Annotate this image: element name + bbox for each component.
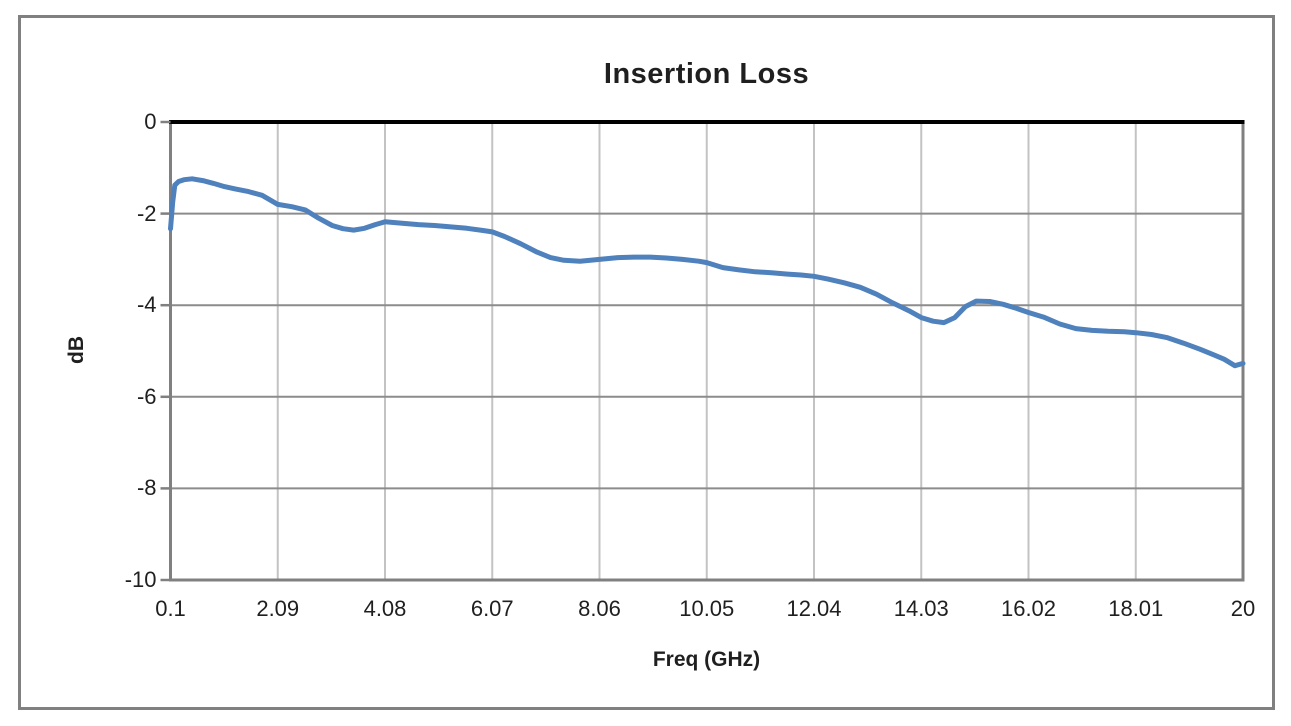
x-tick-label: 10.05 — [679, 596, 735, 621]
x-axis-title: Freq (GHz) — [652, 648, 761, 671]
figure-border — [18, 15, 1275, 710]
y-tick-label: -4 — [136, 292, 157, 318]
x-tick-label: 8.06 — [578, 596, 621, 621]
y-tick-label: -6 — [136, 383, 157, 409]
insertion-loss-line — [168, 176, 1246, 369]
chart-title: Insertion Loss — [603, 58, 810, 90]
x-tick-label: 0.1 — [155, 596, 186, 621]
x-tick-label: 6.07 — [470, 596, 514, 621]
x-tick-label: 14.03 — [893, 596, 949, 621]
x-tick-label: 12.04 — [786, 596, 842, 621]
y-tick-label: -2 — [136, 200, 157, 226]
y-axis-title: dB — [65, 336, 88, 364]
x-tick-label: 2.09 — [256, 596, 300, 621]
x-tick-label: 20 — [1230, 596, 1256, 621]
x-tick-label: 4.08 — [363, 596, 407, 621]
y-tick-label: -10 — [124, 567, 157, 592]
x-tick-label: 18.01 — [1108, 596, 1164, 621]
y-tick-label: 0 — [144, 109, 157, 134]
x-tick-label: 16.02 — [1000, 596, 1057, 621]
y-tick-label: -8 — [136, 475, 157, 501]
